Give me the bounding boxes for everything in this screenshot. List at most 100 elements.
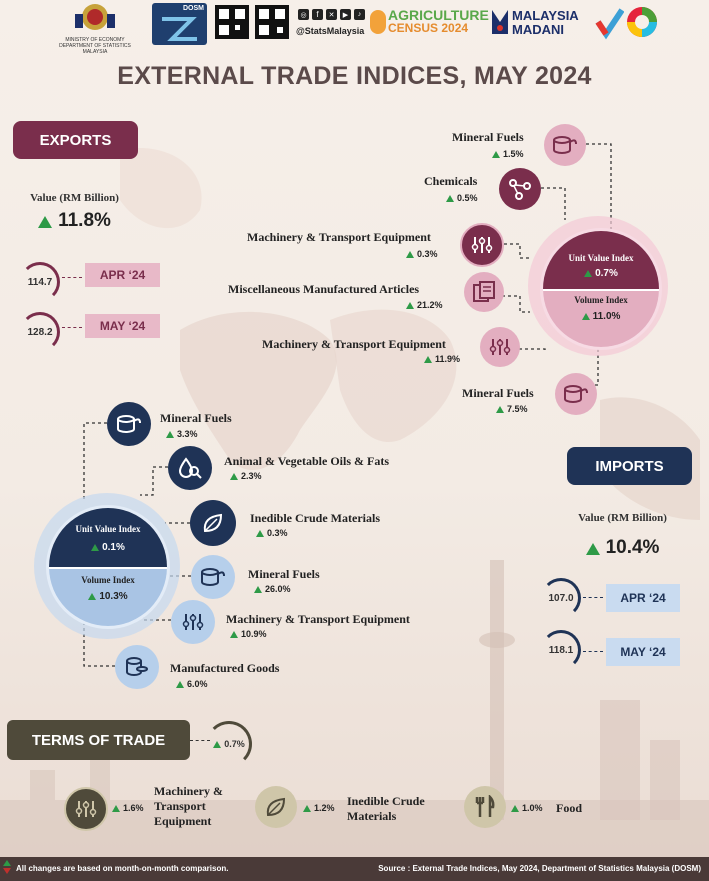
- tot-item-1-name: Machinery & Transport Equipment: [154, 784, 223, 829]
- machinery-sliders-icon: [64, 787, 108, 831]
- export-uvi-item-1-pct: 1.5%: [503, 149, 524, 159]
- exports-uvi-pct: 0.7%: [595, 268, 618, 279]
- page-title: EXTERNAL TRADE INDICES, MAY 2024: [117, 62, 592, 90]
- export-uvi-item-2-name: Chemicals: [424, 174, 478, 188]
- tot-item-1-pct: 1.6%: [123, 803, 144, 813]
- up-arrow-icon: [496, 406, 504, 414]
- exports-may-value: 128.2: [27, 326, 53, 338]
- fuel-barrel-icon: [191, 555, 235, 599]
- ministry-logo: MINISTRY OF ECONOMY DEPARTMENT OF STATIS…: [55, 2, 135, 55]
- tot-item-3-name: Food: [556, 801, 583, 815]
- export-vol-item-2-name: Machinery & Transport Equipment: [262, 337, 446, 351]
- export-uvi-item-3-name: Machinery & Transport Equipment: [247, 230, 431, 244]
- facebook-icon[interactable]: f: [312, 9, 323, 20]
- imports-value-label: Value (RM Billion): [578, 512, 667, 524]
- connector-line: [583, 597, 603, 598]
- footer-source: Source : External Trade Indices, May 202…: [378, 864, 701, 873]
- x-icon[interactable]: ✕: [326, 9, 337, 20]
- exports-uvi-change: 0.7%: [543, 268, 659, 279]
- import-uvi-item-2-name: Animal & Vegetable Oils & Fats: [224, 454, 389, 468]
- ministry-name-line2: DEPARTMENT OF STATISTICS MALAYSIA: [59, 43, 131, 55]
- up-arrow-icon: [581, 312, 590, 320]
- malaysia-madani-logo: MALAYSIA MADANI: [490, 6, 590, 40]
- import-vol-item-3-pct: 6.0%: [187, 679, 208, 689]
- import-vol-item-2-change: 10.9%: [230, 629, 267, 639]
- import-vol-item-1-pct: 26.0%: [265, 584, 291, 594]
- chemical-molecule-icon: [499, 168, 541, 210]
- fork-knife-icon: [464, 786, 506, 828]
- up-arrow-icon: [492, 151, 500, 159]
- export-vol-item-3-change: 7.5%: [496, 404, 528, 414]
- imports-uvi-label: Unit Value Index: [75, 524, 141, 534]
- imports-label: IMPORTS: [567, 447, 692, 485]
- ministry-name-line1: MINISTRY OF ECONOMY: [65, 37, 125, 43]
- exports-uvi-half: Unit Value Index 0.7%: [543, 231, 659, 289]
- import-vol-item-2-name: Machinery & Transport Equipment: [226, 612, 410, 626]
- footer-note: All changes are based on month-on-month …: [16, 864, 229, 873]
- import-uvi-item-3-change: 0.3%: [256, 528, 288, 538]
- imports-may-month: MAY ‘24: [606, 638, 680, 666]
- import-uvi-item-1-pct: 3.3%: [177, 429, 198, 439]
- up-arrow-icon: [406, 302, 414, 310]
- tot-item-1-name-line2: Transport: [154, 799, 206, 813]
- qr-code-icon[interactable]: [215, 5, 295, 39]
- exports-vol-pct: 11.0%: [592, 311, 621, 322]
- export-uvi-item-3-change: 0.3%: [406, 249, 438, 259]
- up-arrow-icon: [446, 195, 454, 203]
- import-vol-item-1-change: 26.0%: [254, 584, 291, 594]
- import-vol-item-3-change: 6.0%: [176, 679, 208, 689]
- up-arrow-icon: [91, 543, 100, 551]
- dosm-emblem-icon: [162, 17, 197, 41]
- tot-item-2-name: Inedible Crude Materials: [347, 794, 425, 824]
- madani-emblem-icon: [492, 10, 508, 34]
- imports-may-gauge: 118.1: [541, 630, 581, 670]
- exports-may-gauge: 128.2: [20, 312, 60, 352]
- youtube-icon[interactable]: ▶: [340, 9, 351, 20]
- connector-line: [583, 651, 603, 652]
- imports-uvi-half: Unit Value Index 0.1%: [49, 508, 167, 567]
- tiktok-icon[interactable]: ♪: [354, 9, 365, 20]
- tot-item-1-name-line3: Equipment: [154, 814, 212, 828]
- up-arrow-icon: [213, 741, 222, 749]
- terms-of-trade-gauge: 0.7%: [206, 721, 252, 767]
- exports-apr-gauge: 114.7: [20, 262, 60, 302]
- export-vol-item-2-pct: 11.9%: [435, 354, 461, 364]
- footer: All changes are based on month-on-month …: [0, 857, 709, 881]
- instagram-icon[interactable]: ◎: [298, 9, 309, 20]
- tot-item-2-name-line1: Inedible Crude: [347, 794, 425, 808]
- export-vol-item-3-name: Mineral Fuels: [462, 386, 534, 400]
- connector-line: [190, 740, 210, 741]
- up-arrow-icon: [256, 530, 264, 538]
- up-arrow-icon: [254, 586, 262, 594]
- fuel-barrel-icon: [107, 402, 151, 446]
- export-uvi-item-1-name: Mineral Fuels: [452, 130, 524, 144]
- exports-value-label: Value (RM Billion): [30, 192, 119, 204]
- agriculture-census-logo: AGRICULTURE CENSUS 2024: [370, 6, 489, 40]
- imports-uvi-change: 0.1%: [49, 542, 167, 553]
- tot-item-2-change: 1.2%: [303, 803, 335, 813]
- up-down-arrows-icon: [3, 860, 11, 874]
- export-vol-item-1-change: 21.2%: [406, 300, 443, 310]
- up-arrow-icon: [406, 251, 414, 259]
- imports-apr-gauge: 107.0: [541, 578, 581, 618]
- export-uvi-item-2-pct: 0.5%: [457, 193, 478, 203]
- terms-of-trade-label: TERMS OF TRADE: [7, 720, 190, 760]
- imports-may-value: 118.1: [548, 644, 574, 656]
- import-uvi-item-3-pct: 0.3%: [267, 528, 288, 538]
- checkmark-logo-icon: [595, 8, 624, 40]
- machinery-sliders-icon: [171, 600, 215, 644]
- dosm-logo: DOSM: [152, 3, 207, 45]
- social-handle[interactable]: @StatsMalaysia: [296, 26, 365, 36]
- social-icons: ◎ f ✕ ▶ ♪: [298, 9, 365, 20]
- documents-icon: [464, 272, 504, 312]
- connector-line: [62, 277, 82, 278]
- export-uvi-item-2-change: 0.5%: [446, 193, 478, 203]
- census-line1: AGRICULTURE: [388, 7, 489, 23]
- imports-value-pct: 10.4%: [605, 537, 660, 558]
- tot-item-2-pct: 1.2%: [314, 803, 335, 813]
- qr-codes[interactable]: [215, 5, 295, 44]
- tot-item-3-pct: 1.0%: [522, 803, 543, 813]
- droplet-magnifier-icon: [168, 446, 212, 490]
- up-arrow-icon: [112, 805, 120, 813]
- tot-item-1-name-line1: Machinery &: [154, 784, 223, 798]
